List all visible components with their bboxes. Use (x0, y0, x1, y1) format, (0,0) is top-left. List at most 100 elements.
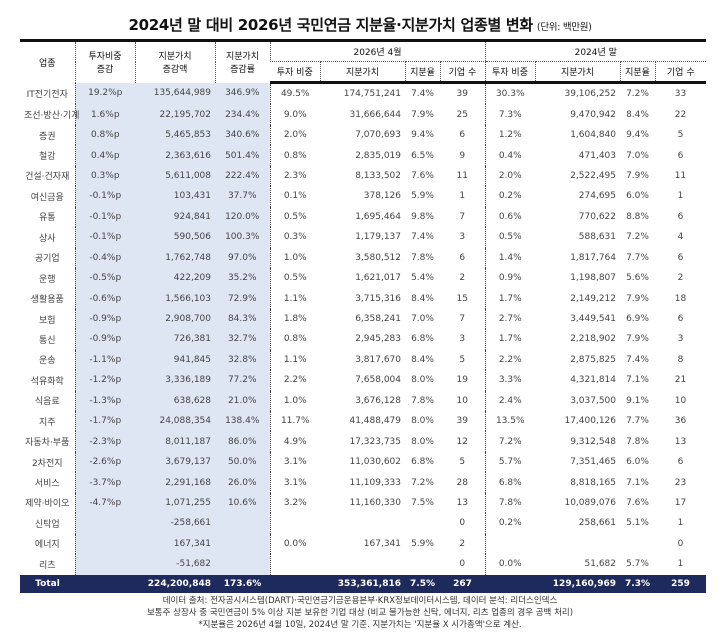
cell-2024-weight: 2.0% (484, 165, 535, 187)
cell-2024-weight: 3.3% (484, 370, 535, 391)
cell-2024-weight: 0.4% (484, 145, 535, 166)
cell-2024-weight: 0.2% (484, 186, 535, 207)
table-row: 생활용품 -0.6%p 1,566,103 72.9% 1.1% 3,715,316 8.4… (20, 288, 706, 309)
cell-2024-value: 129,160,969 (535, 574, 620, 593)
cell-2026-count: 2 (459, 273, 466, 284)
cell-2024-value: 471,403 (578, 150, 616, 161)
cell-2024-stake: 7.0% (626, 150, 649, 161)
cell-value-change-rate: 32.7% (215, 329, 271, 350)
cell-2026-stake: 5.4% (411, 273, 434, 284)
cell-2024-count: 6 (677, 150, 684, 161)
cell-weight-change (74, 554, 135, 575)
cell-2026-stake: 5.9% (411, 191, 434, 202)
cell-value-change: 941,845 (135, 349, 215, 371)
cell-value-change-rate: 222.4% (215, 165, 271, 187)
cell-2026-weight (270, 574, 320, 593)
cell-2024-stake: 7.3% (620, 574, 655, 593)
cell-2024-stake: 7.6% (626, 497, 649, 508)
cell-2024-count: 21 (674, 375, 687, 386)
cell-2024-stake: 9.1% (626, 395, 649, 406)
cell-sector: 생활용품 (30, 295, 64, 306)
cell-2026-count: 15 (456, 293, 468, 304)
cell-value-change-rate: 86.0% (215, 431, 271, 452)
cell-2026-count: 0 (459, 559, 466, 570)
cell-2026-stake: 9.8% (411, 211, 434, 222)
cell-2026-count: 11 (456, 170, 468, 181)
cell-value-change-rate: 97.0% (215, 247, 271, 268)
cell-weight-change: -0.6%p (74, 288, 135, 309)
cell-sector: 공기업 (34, 254, 60, 265)
table-row: 신탁업 -258,661 0 0.2% 258,661 5.1% 1 (20, 513, 706, 534)
table-row: IT전기전자 19.2%p 135,644,989 346.9% 49.5% 174,75… (20, 82, 706, 105)
cell-2024-stake: 8.8% (626, 211, 649, 222)
table-row: 지주 -1.7%p 24,088,354 138.4% 11.7% 41,488,479 8… (20, 411, 706, 432)
cell-2026-weight: 0.1% (283, 191, 307, 202)
cell-weight-change: -0.4%p (74, 247, 135, 268)
table-row: 2차전지 -2.6%p 3,679,137 50.0% 3.1% 11,030,602 6.… (20, 451, 706, 473)
cell-2026-value: 1,695,464 (355, 211, 401, 222)
table-row: 공기업 -0.4%p 1,762,748 97.0% 1.0% 3,580,512 7.8%… (20, 247, 706, 268)
title-text: 2024년 말 대비 2026년 국민연금 지분율·지분가치 업종별 변화 (128, 16, 533, 34)
cell-value-change: 167,341 (135, 533, 215, 555)
cell-value-change: 590,506 (135, 227, 215, 248)
cell-2024-value: 7,351,465 (570, 457, 616, 468)
cell-2026-stake: 8.0% (411, 416, 434, 427)
cell-2026-stake: 7.0% (411, 314, 434, 325)
cell-2024-stake: 5.7% (626, 559, 649, 570)
cell-2024-value: 39,106,252 (564, 89, 616, 100)
cell-2024-value: 1,817,764 (570, 252, 616, 263)
cell-value-change: 5,465,853 (135, 124, 215, 146)
cell-value-change: 924,841 (135, 206, 215, 228)
cell-2026-value: 2,945,283 (355, 334, 401, 345)
cell-2024-weight: 1.7% (484, 288, 535, 309)
cell-value-change: 135,644,989 (135, 82, 215, 105)
cell-2024-count: 13 (674, 436, 687, 447)
header-group-2026: 2026년 4월 (269, 39, 485, 62)
footer-source: 데이터 출처: 전자공시시스템(DART)·국민연금기금운용본부·KRX정보데이… (162, 596, 558, 606)
cell-2026-weight: 0.5% (283, 273, 307, 284)
cell-2024-count: 6 (677, 252, 684, 263)
cell-value-change: 3,336,189 (135, 370, 215, 391)
cell-sector: 유통 (38, 213, 56, 224)
cell-2024-count: 17 (674, 497, 687, 508)
cell-value-change-rate: 72.9% (215, 288, 271, 309)
cell-2024-stake: 8.4% (626, 109, 649, 120)
cell-sector: 통신 (38, 335, 56, 346)
cell-2024-stake: 7.2% (626, 232, 649, 243)
header-2024-count: 기업 수 (654, 61, 707, 84)
cell-weight-change: -2.3%p (74, 431, 135, 452)
cell-value-change-rate: 84.3% (215, 308, 271, 330)
cell-2024-count: 10 (674, 395, 687, 406)
header-group-2024: 2024년 말 (484, 39, 707, 62)
cell-2024-value: 2,522,495 (570, 170, 616, 181)
cell-2026-stake: 8.4% (411, 354, 434, 365)
cell-2026-weight: 1.1% (283, 354, 307, 365)
cell-2026-stake: 7.9% (411, 109, 434, 120)
cell-weight-change: 19.2%p (74, 82, 135, 105)
cell-sector: 서비스 (34, 479, 60, 490)
cell-2024-count: 36 (674, 416, 687, 427)
cell-2024-weight: 0.0% (484, 554, 535, 575)
cell-2024-count: 2 (677, 273, 684, 284)
cell-2026-weight: 2.0% (283, 130, 307, 141)
table-row: 운송 -1.1%p 941,845 32.8% 1.1% 3,817,670 8.4% 5 2.… (20, 349, 706, 371)
cell-2026-stake: 8.4% (411, 293, 434, 304)
cell-2026-weight: 0.3% (283, 232, 307, 243)
table-row: 서비스 -3.7%p 2,291,168 26.0% 3.1% 11,109,333 7.2… (20, 472, 706, 493)
cell-value-change-rate: 100.3% (215, 227, 271, 248)
cell-value-change-rate: 21.0% (215, 390, 271, 411)
cell-value-change: 638,628 (135, 390, 215, 411)
cell-2026-value: 378,126 (363, 191, 401, 202)
cell-2026-count: 3 (459, 334, 466, 345)
cell-2026-value: 3,715,316 (355, 293, 401, 304)
cell-weight-change: -1.7%p (74, 411, 135, 432)
cell-value-change: 1,762,748 (135, 247, 215, 268)
table-row: 철강 0.4%p 2,363,616 501.4% 0.8% 2,835,019 6.5% 9… (20, 145, 706, 166)
cell-weight-change: 0.3%p (74, 165, 135, 187)
cell-sector: 조선·방산·기계 (24, 111, 80, 122)
cell-2026-count: 19 (456, 375, 468, 386)
header-weight-change: 투자비중 증감 (74, 39, 135, 83)
cell-2024-count: 1 (677, 191, 684, 202)
cell-2026-value: 3,676,128 (355, 395, 401, 406)
header-2026-weight: 투자 비중 (270, 61, 320, 84)
